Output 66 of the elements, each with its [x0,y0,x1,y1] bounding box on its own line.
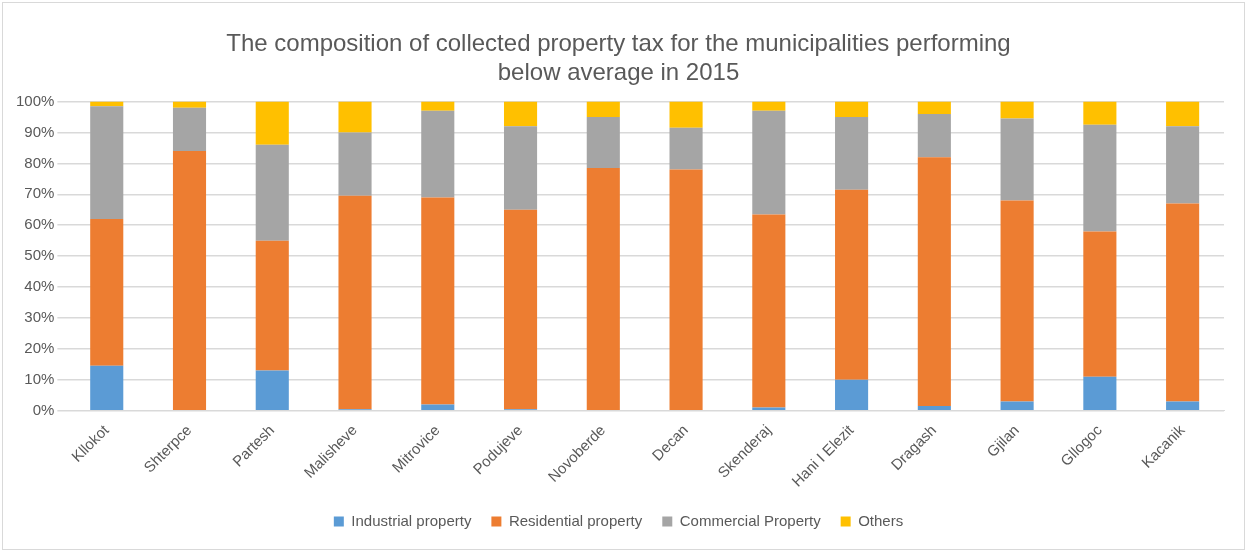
y-tick-label: 0% [32,400,55,418]
y-tick-label: 40% [24,277,55,295]
bar [90,219,124,366]
bar [1083,124,1117,232]
bar [255,101,289,145]
bar [835,379,869,410]
bar [1083,101,1117,125]
y-tick-label: 50% [24,246,55,264]
bar [255,240,289,371]
legend-label: Others [858,511,904,529]
y-tick-label: 10% [24,369,55,387]
bar [669,169,703,410]
bar [338,195,372,410]
bar [1166,101,1200,127]
bar [835,101,869,118]
bar [1083,231,1117,377]
bar [421,110,455,198]
bar [835,189,869,380]
y-tick-label: 100% [15,91,55,109]
bar [503,101,538,127]
bar [1083,376,1117,410]
bar [752,214,786,408]
bar [1000,118,1034,201]
bar [172,151,207,410]
bar [669,101,703,128]
y-tick-label: 60% [24,215,55,233]
y-tick-label: 70% [24,184,55,202]
bar [586,101,620,118]
bar [752,101,786,111]
bar [1000,101,1034,119]
bar [752,110,786,215]
y-tick-label: 30% [24,308,55,326]
y-tick-label: 80% [24,153,55,171]
bar [917,157,951,407]
bar [338,132,372,196]
legend-label: Industrial property [351,511,472,529]
bar [255,370,289,410]
legend-label: Commercial Property [679,511,822,529]
bar [503,126,538,210]
bar [90,106,124,220]
bar [917,101,951,114]
bar [835,117,869,190]
text: below average in 2015 [497,57,740,85]
bar [255,144,289,241]
y-tick-label: 90% [24,122,55,140]
bar [421,197,455,405]
bar [172,101,207,108]
y-tick-label: 20% [24,339,55,357]
bar [503,209,538,410]
bar [421,101,455,111]
bar [338,101,372,133]
legend-label: Residential property [508,511,643,529]
text: The composition of collected property tax for the municipalities performing [226,29,1011,57]
bar [421,404,455,410]
bar [917,406,951,410]
bar [90,365,124,410]
bar [172,107,207,152]
bar [669,127,703,170]
bar [1166,203,1200,402]
bar [586,168,620,410]
bar [1000,200,1034,402]
bar [917,113,951,158]
bar [586,117,620,169]
bar [1166,401,1200,410]
bar [1000,401,1034,410]
bar [1166,126,1200,204]
